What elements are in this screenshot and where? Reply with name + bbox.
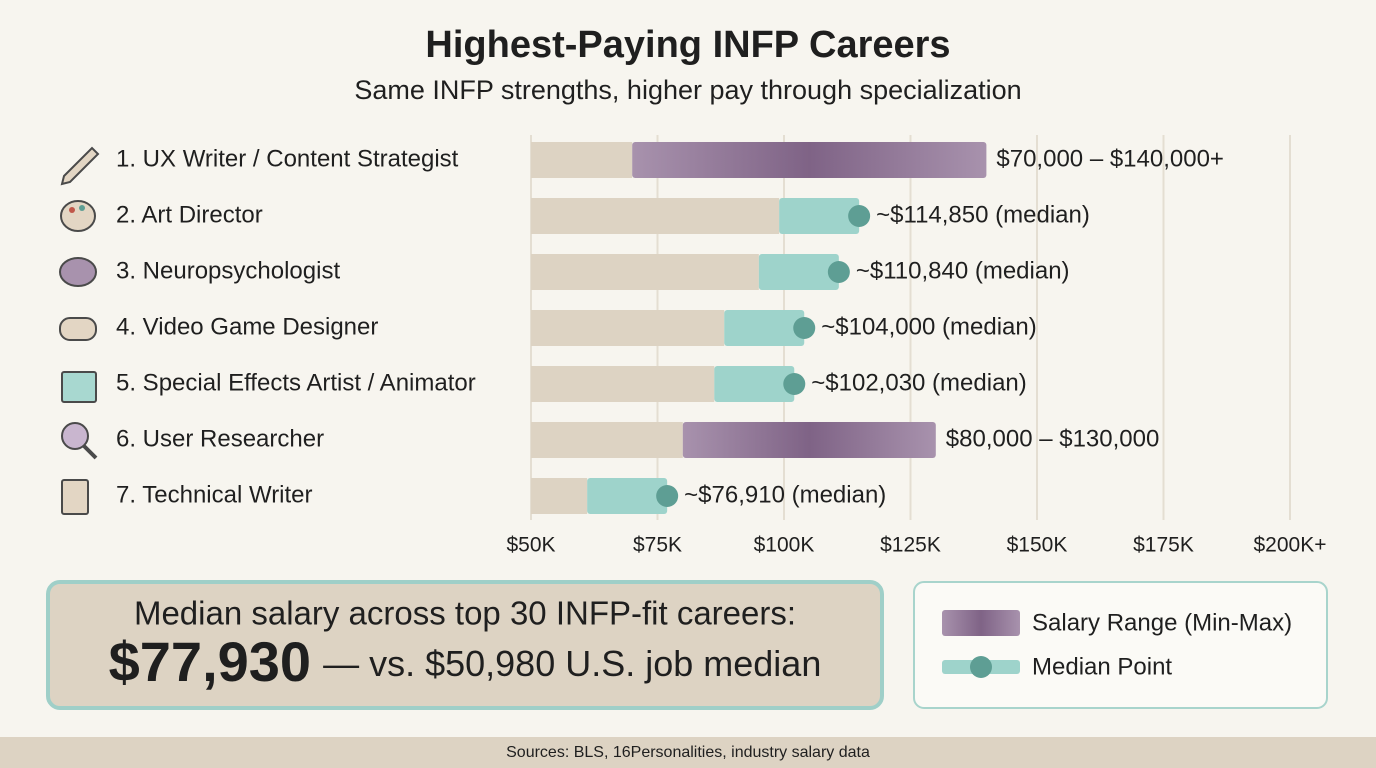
legend-swatch: [942, 610, 1020, 636]
value-label: $80,000 – $130,000: [946, 425, 1160, 452]
value-label: ~$104,000 (median): [821, 313, 1036, 340]
rows: 1. UX Writer / Content Strategist $70,000…: [116, 142, 1224, 514]
track: [531, 310, 725, 346]
summary-comparison: — vs. $50,980 U.S. job median: [323, 643, 821, 684]
legend: Salary Range (Min-Max) Median Point: [942, 609, 1292, 680]
category-label: 1. UX Writer / Content Strategist: [116, 145, 459, 172]
paint-dot: [79, 205, 85, 211]
median-band: [724, 310, 805, 346]
x-tick-label: $175K: [1133, 534, 1194, 557]
value-label: ~$76,910 (median): [684, 481, 886, 508]
x-tick-label: $150K: [1007, 534, 1068, 557]
x-tick-label: $200K+: [1254, 534, 1327, 557]
median-band: [714, 366, 795, 402]
value-label: ~$110,840 (median): [856, 257, 1070, 284]
category-label: 3. Neuropsychologist: [116, 257, 340, 284]
brain-icon: [59, 257, 97, 287]
footer-source: Sources: BLS, 16Personalities, industry …: [506, 744, 870, 761]
chart-title: Highest-Paying INFP Careers: [425, 24, 950, 66]
category-label: 5. Special Effects Artist / Animator: [116, 369, 476, 396]
search-handle: [82, 444, 98, 460]
x-tick-label: $100K: [754, 534, 815, 557]
median-band: [587, 478, 668, 514]
summary-figure: $77,930 — vs. $50,980 U.S. job median: [109, 630, 822, 693]
icons: [59, 146, 100, 515]
gamepad-icon: [59, 317, 97, 341]
palette-icon: [60, 200, 96, 232]
paint-dot: [69, 207, 75, 213]
category-label: 6. User Researcher: [116, 425, 324, 452]
summary-value: $77,930: [109, 630, 311, 693]
x-tick-label: $75K: [633, 534, 682, 557]
grid: $50K $75K $100K $125K $150K $175K $200K+: [506, 135, 1327, 557]
median-point: [827, 261, 850, 283]
x-tick-label: $125K: [880, 534, 941, 557]
track: [531, 254, 759, 290]
range-bar: [632, 142, 987, 178]
legend-label: Median Point: [1032, 653, 1172, 680]
search-icon: [61, 422, 89, 450]
legend-box: [913, 581, 1328, 709]
summary-box: [46, 580, 884, 710]
median-point: [656, 485, 679, 507]
category-label: 4. Video Game Designer: [116, 313, 378, 340]
track: [531, 422, 683, 458]
category-label: 7. Technical Writer: [116, 481, 313, 508]
summary-line: Median salary across top 30 INFP-fit car…: [134, 595, 796, 632]
category-label: 2. Art Director: [116, 201, 263, 228]
clapper-icon: [61, 371, 97, 403]
footer-bar: [0, 737, 1376, 768]
legend-label: Salary Range (Min-Max): [1032, 609, 1292, 636]
median-point: [848, 205, 871, 227]
median-band: [758, 254, 839, 290]
value-label: $70,000 – $140,000+: [996, 145, 1224, 172]
value-label: ~$114,850 (median): [876, 201, 1090, 228]
x-tick-label: $50K: [506, 534, 555, 557]
track: [531, 142, 633, 178]
track: [531, 198, 780, 234]
median-band: [779, 198, 860, 234]
median-point: [783, 373, 806, 395]
pencil-icon: [60, 146, 100, 186]
document-icon: [61, 479, 89, 515]
track: [531, 366, 715, 402]
range-bar: [682, 422, 936, 458]
median-point: [793, 317, 816, 339]
value-label: ~$102,030 (median): [811, 369, 1026, 396]
track: [531, 478, 588, 514]
chart-subtitle: Same INFP strengths, higher pay through …: [354, 75, 1021, 105]
legend-swatch-dot: [970, 656, 992, 678]
